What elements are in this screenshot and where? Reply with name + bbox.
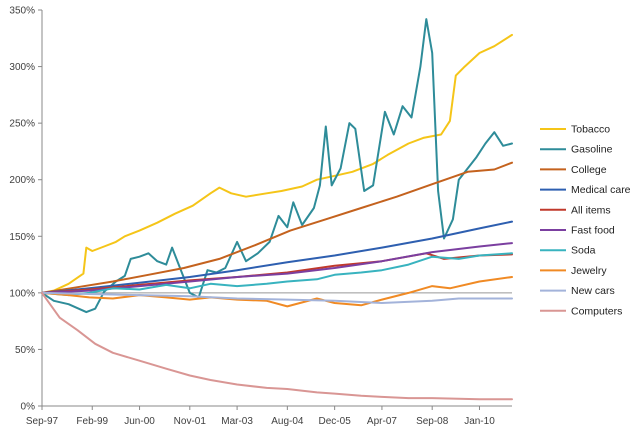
y-tick-label: 150% — [9, 232, 35, 243]
x-axis: Sep-97 Feb-99 Jun-00 Nov-01 Mar-03 Aug-04 Dec-… — [26, 405, 512, 427]
legend-label: Medical care — [571, 184, 631, 196]
x-tick-label: Sep-08 — [416, 416, 449, 427]
legend-label: Tobacco — [571, 124, 610, 136]
legend-label: Soda — [571, 245, 596, 257]
series-line-fast-food — [41, 242, 513, 294]
legend-label: All items — [571, 204, 611, 216]
legend-label: Jewelry — [571, 265, 607, 277]
legend-label: College — [571, 164, 607, 176]
series-line-medical-care — [41, 220, 513, 294]
x-tick-label: Feb-99 — [76, 416, 108, 427]
series-line-computers — [41, 291, 513, 401]
y-tick-label: 50% — [15, 345, 35, 356]
y-tick-label: 200% — [9, 175, 35, 186]
series-line-soda — [41, 252, 513, 297]
legend-label: Fast food — [571, 225, 615, 237]
series-line-tobacco — [41, 33, 513, 294]
y-tick-label: 0% — [21, 402, 36, 413]
x-tick-label: Dec-05 — [319, 416, 352, 427]
legend-label: New cars — [571, 285, 615, 297]
series-line-jewelry — [41, 276, 513, 308]
x-tick-label: Mar-03 — [221, 416, 253, 427]
x-tick-label: Aug-04 — [271, 416, 304, 427]
legend-label: Gasoline — [571, 144, 613, 156]
x-tick-label: Jan-10 — [464, 416, 495, 427]
series-line-college — [41, 161, 513, 294]
legend: Tobacco Gasoline College Medical care All it… — [540, 124, 631, 317]
legend-label: Computers — [571, 305, 622, 317]
series-line-new-cars — [41, 291, 513, 304]
y-tick-label: 250% — [9, 119, 35, 130]
series-layer — [41, 18, 513, 401]
y-tick-label: 300% — [9, 62, 35, 73]
y-tick-label: 350% — [9, 6, 35, 17]
x-tick-label: Sep-97 — [26, 416, 59, 427]
series-line-gasoline — [41, 18, 513, 314]
y-tick-label: 100% — [9, 288, 35, 299]
x-tick-label: Jun-00 — [124, 416, 155, 427]
x-tick-label: Nov-01 — [174, 416, 207, 427]
x-tick-label: Apr-07 — [367, 416, 397, 427]
y-axis: 0% 50% 100% 150% 200% 250% 300% 350% — [9, 6, 43, 413]
